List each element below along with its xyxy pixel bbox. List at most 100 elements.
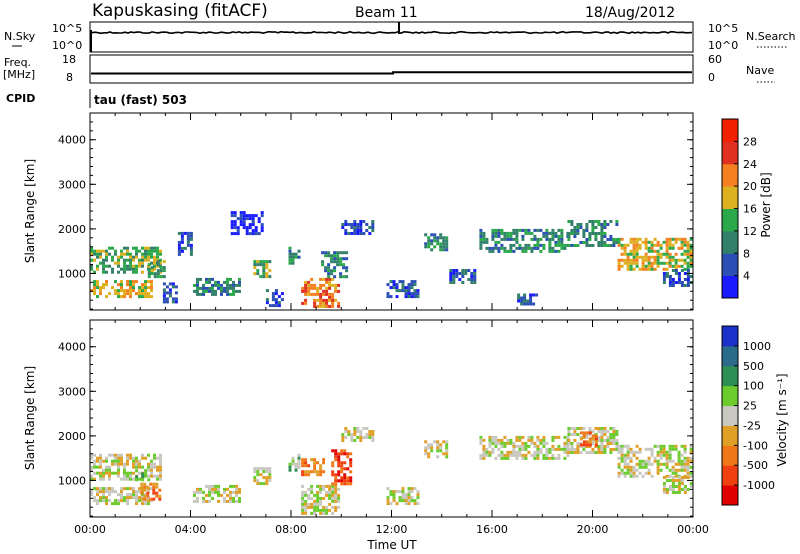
data-cell (560, 228, 564, 232)
data-cell (427, 245, 431, 249)
data-cell (407, 289, 411, 293)
data-cell (515, 234, 519, 238)
data-cell (442, 248, 446, 252)
data-cell (567, 433, 571, 436)
data-cell (656, 249, 660, 253)
data-cell (120, 295, 123, 299)
data-cell (132, 462, 135, 466)
data-cell (591, 232, 595, 235)
data-cell (239, 223, 243, 227)
data-cell (445, 440, 449, 444)
data-cell (445, 239, 449, 243)
data-cell (248, 226, 252, 230)
data-cell (153, 258, 156, 262)
data-cell (615, 439, 619, 442)
data-cell (609, 448, 613, 451)
data-cell (506, 249, 510, 253)
data-cell (683, 465, 687, 469)
data-cell (494, 246, 498, 250)
data-cell (304, 464, 308, 468)
data-cell (353, 439, 357, 442)
data-cell (193, 493, 196, 497)
data-cell (371, 436, 375, 439)
data-cell (344, 220, 348, 223)
nave-tick-bottom: 0 (708, 71, 715, 84)
data-cell (427, 236, 431, 240)
data-cell (93, 453, 96, 457)
nsky-tick-top: 10^5 (52, 22, 82, 35)
data-cell (217, 487, 220, 491)
data-cell (680, 252, 684, 256)
colorbar-segment (722, 405, 738, 426)
data-cell (239, 217, 243, 221)
data-cell (563, 243, 567, 247)
data-cell (585, 244, 589, 247)
data-cell (644, 252, 648, 256)
data-cell (152, 485, 156, 489)
data-cell (114, 462, 117, 466)
data-cell (635, 444, 639, 448)
data-cell (515, 237, 519, 241)
data-cell (126, 462, 129, 466)
data-cell (671, 258, 675, 262)
data-cell (677, 264, 681, 268)
data-cell (620, 468, 624, 472)
data-cell (491, 228, 495, 232)
data-cell (647, 267, 651, 271)
data-cell (135, 255, 138, 259)
data-cell (395, 289, 399, 293)
data-cell (123, 292, 126, 296)
data-cell (491, 441, 495, 445)
data-cell (371, 439, 375, 442)
data-cell (356, 427, 360, 430)
data-cell (566, 453, 570, 457)
data-cell (251, 229, 255, 233)
data-cell (99, 261, 102, 265)
data-cell (503, 453, 507, 457)
data-cell (439, 443, 443, 447)
data-cell (265, 260, 269, 264)
data-cell (117, 468, 120, 472)
data-cell (291, 459, 295, 463)
data-cell (665, 491, 669, 494)
data-cell (632, 243, 636, 247)
data-cell (259, 482, 263, 486)
data-cell (683, 485, 687, 488)
data-cell (129, 477, 132, 481)
data-cell (123, 252, 126, 256)
data-cell (539, 438, 543, 442)
data-cell (524, 447, 528, 451)
data-cell (521, 444, 525, 448)
data-cell (424, 452, 428, 456)
data-cell (159, 471, 162, 475)
data-cell (551, 231, 555, 235)
data-cell (686, 462, 690, 466)
data-cell (150, 246, 153, 250)
data-cell (93, 286, 96, 290)
data-cell (253, 467, 257, 471)
data-cell (626, 450, 630, 454)
nsearch-tick-bottom: 10^0 (708, 39, 738, 52)
data-cell (342, 257, 346, 261)
data-cell (570, 448, 574, 451)
data-cell (401, 280, 405, 284)
data-cell (371, 226, 375, 229)
data-cell (347, 430, 351, 433)
data-cell (644, 447, 648, 451)
data-cell (129, 474, 132, 478)
data-cell (650, 246, 654, 250)
data-cell (120, 286, 123, 290)
data-cell (662, 278, 666, 281)
data-cell (322, 496, 326, 500)
data-cell (485, 240, 489, 244)
data-cell (529, 302, 533, 306)
data-cell (665, 267, 669, 271)
data-cell (310, 496, 314, 500)
data-cell (108, 453, 111, 457)
data-cell (617, 240, 621, 244)
data-cell (500, 444, 504, 448)
data-cell (632, 450, 636, 454)
data-cell (111, 471, 114, 475)
data-cell (350, 226, 354, 229)
data-cell (162, 291, 166, 295)
